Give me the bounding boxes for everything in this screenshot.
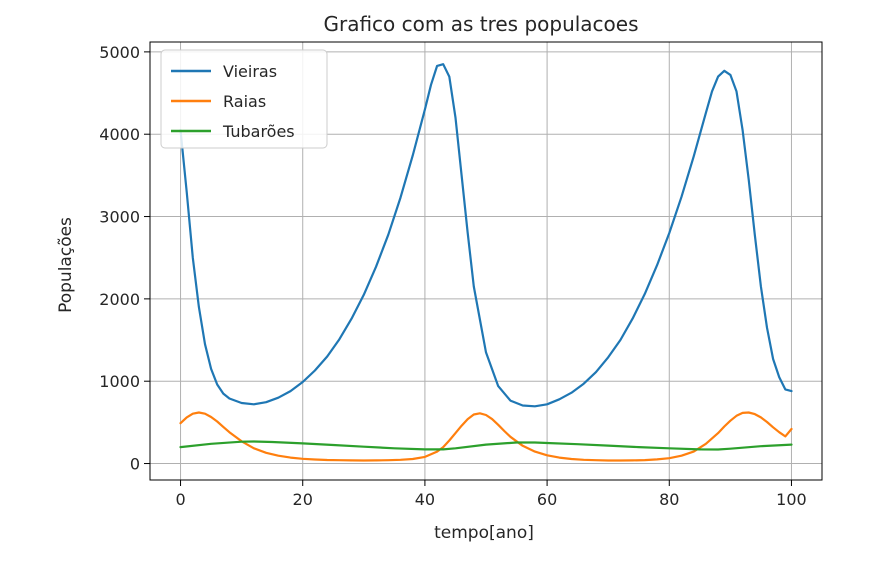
- y-tick-label: 4000: [99, 125, 140, 144]
- series-line-vieiras: [179, 63, 793, 408]
- legend: Vieiras Raias Tubarões: [160, 49, 328, 149]
- x-tick-label: 0: [175, 490, 185, 509]
- legend-label-vieiras: Vieiras: [223, 62, 277, 81]
- series-line-tubarões: [179, 440, 793, 451]
- y-tick-label: 1000: [99, 372, 140, 391]
- legend-label-tubarões: Tubarões: [222, 122, 295, 141]
- x-tick-label: 20: [293, 490, 313, 509]
- plot-frame: [149, 41, 823, 481]
- chart-title: Grafico com as tres populacoes: [323, 12, 638, 36]
- x-axis-label: tempo[ano]: [434, 523, 534, 543]
- y-tick-label: 3000: [99, 208, 140, 227]
- x-tick-label: 100: [776, 490, 807, 509]
- legend-box: [160, 49, 328, 149]
- y-tick-label: 0: [130, 455, 140, 474]
- x-tick-label: 40: [415, 490, 435, 509]
- y-tick-label: 2000: [99, 290, 140, 309]
- y-tick-label: 5000: [99, 43, 140, 62]
- x-tick-label: 60: [537, 490, 557, 509]
- x-tick-label: 80: [659, 490, 679, 509]
- legend-label-raias: Raias: [223, 92, 266, 111]
- y-axis-label: Populações: [56, 217, 76, 313]
- series-line-raias: [179, 411, 793, 462]
